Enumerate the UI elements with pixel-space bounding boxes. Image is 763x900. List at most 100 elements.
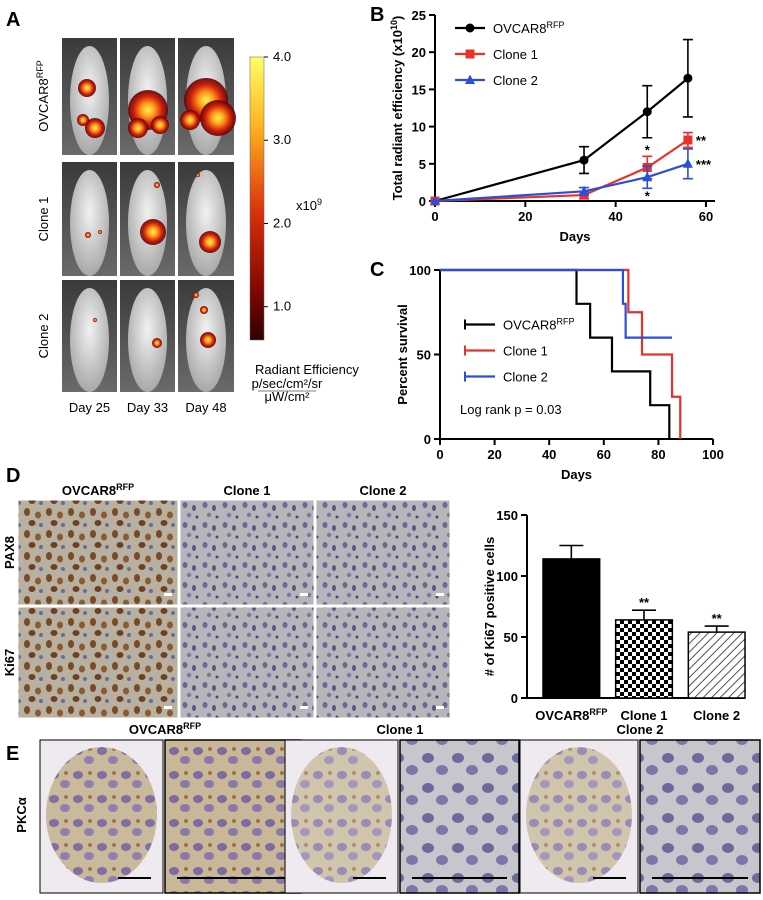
superscript: RFP (116, 482, 134, 492)
signal (154, 182, 160, 188)
row-label: Clone 1 (36, 197, 51, 242)
y-tick-label: 0 (424, 432, 431, 447)
legend-label: OVCAR8RFP (493, 20, 564, 36)
micrograph (315, 606, 451, 719)
micrograph-high (164, 739, 302, 894)
annotation: Log rank p = 0.03 (460, 402, 562, 417)
significance: * (645, 142, 651, 157)
y-tick-label: 50 (504, 630, 518, 645)
colorbar (249, 56, 265, 341)
significance: ** (696, 133, 707, 148)
micrograph-high (399, 739, 520, 894)
text-part: OVCAR8 (129, 722, 183, 737)
text-part: OVCAR8 (62, 483, 116, 498)
signal (200, 100, 236, 136)
text-part: Clone 1 (493, 47, 538, 62)
legend-marker (465, 23, 475, 33)
colorbar-tick-label: 3.0 (273, 132, 291, 147)
point (430, 195, 440, 205)
y-tick-label: 10 (412, 120, 426, 135)
row-label: Clone 2 (36, 314, 51, 359)
y-axis-label: Total radiant efficiency (x1010) (389, 16, 405, 201)
point (683, 135, 693, 145)
colorbar-tick-label: 1.0 (273, 299, 291, 314)
x-tick-label: 60 (699, 209, 713, 224)
x-tick-label: 40 (542, 447, 556, 462)
text-part: Clone 2 (617, 722, 664, 737)
signal (199, 231, 221, 253)
panel-label: B (370, 4, 384, 26)
scale-bar (436, 706, 444, 709)
y-tick-label: 150 (496, 508, 518, 523)
point (683, 73, 693, 83)
text-part: Clone 2 (360, 483, 407, 498)
y-tick-label: 100 (496, 569, 518, 584)
x-tick-label: 100 (702, 447, 724, 462)
tissue (291, 747, 392, 883)
legend-label: Clone 1 (493, 47, 538, 62)
x-tick-label: Clone 1 (621, 708, 668, 723)
superscript: RFP (589, 707, 607, 717)
scale-bar (300, 593, 308, 596)
signal (200, 332, 216, 348)
column-label: Clone 2 (360, 483, 407, 498)
y-tick-label: 0 (511, 691, 518, 706)
y-tick-label: 15 (412, 82, 426, 97)
y-tick-label: 25 (412, 8, 426, 23)
point (642, 107, 652, 117)
colorbar-scale: x109 (296, 197, 322, 213)
significance: ** (712, 611, 723, 626)
signal (193, 292, 199, 298)
signal (140, 219, 166, 245)
images (17, 38, 761, 894)
bar (687, 631, 746, 699)
column-label: Day 33 (127, 400, 168, 415)
text-part: Clone 2 (503, 370, 548, 385)
x-axis-label: Days (561, 467, 592, 482)
x-tick-label: OVCAR8RFP (535, 707, 607, 723)
micrograph (315, 499, 451, 606)
superscript: 9 (317, 197, 322, 207)
micrograph (17, 606, 179, 719)
legend-marker (465, 49, 475, 59)
text-part: Clone 1 (224, 483, 271, 498)
error-bar (559, 544, 584, 559)
y-tick-label: 0 (419, 194, 426, 209)
series-line (440, 268, 671, 439)
signal (93, 318, 97, 322)
text-part: Clone 1 (503, 344, 548, 359)
mouse (70, 170, 109, 276)
column-label: OVCAR8RFP (62, 482, 134, 498)
point (579, 185, 590, 196)
column-label: Day 25 (69, 400, 110, 415)
colorbar-tick-label: 2.0 (273, 215, 291, 230)
series-line (434, 162, 689, 203)
text-part: OVCAR8 (493, 21, 546, 36)
error-bar (632, 609, 656, 620)
superscript: RFP (546, 20, 564, 30)
signal (152, 338, 162, 348)
signal (128, 118, 148, 138)
text-part: # of Ki67 positive cells (482, 537, 497, 676)
signal (85, 118, 105, 138)
x-tick-label: Clone 2 (693, 708, 740, 723)
text-part: Clone 2 (36, 314, 51, 359)
signal (78, 79, 96, 97)
scale-bar (300, 706, 308, 709)
colorbar-tick-label: 4.0 (273, 49, 291, 64)
column-label: Clone 2 (617, 722, 664, 737)
text-part: Clone 1 (621, 708, 668, 723)
y-tick-label: 100 (409, 263, 431, 278)
text-part: Clone 2 (493, 73, 538, 88)
x-axis-label: Days (559, 229, 590, 244)
text-part: Clone 1 (36, 197, 51, 242)
series-line (434, 77, 689, 203)
signal (98, 230, 102, 234)
x-tick-label: 0 (431, 209, 438, 224)
scale-bar (436, 593, 444, 596)
text-part: OVCAR8 (503, 318, 556, 333)
panel-label: E (6, 743, 19, 765)
row-label: PAX8 (2, 536, 17, 569)
signal (77, 114, 89, 126)
